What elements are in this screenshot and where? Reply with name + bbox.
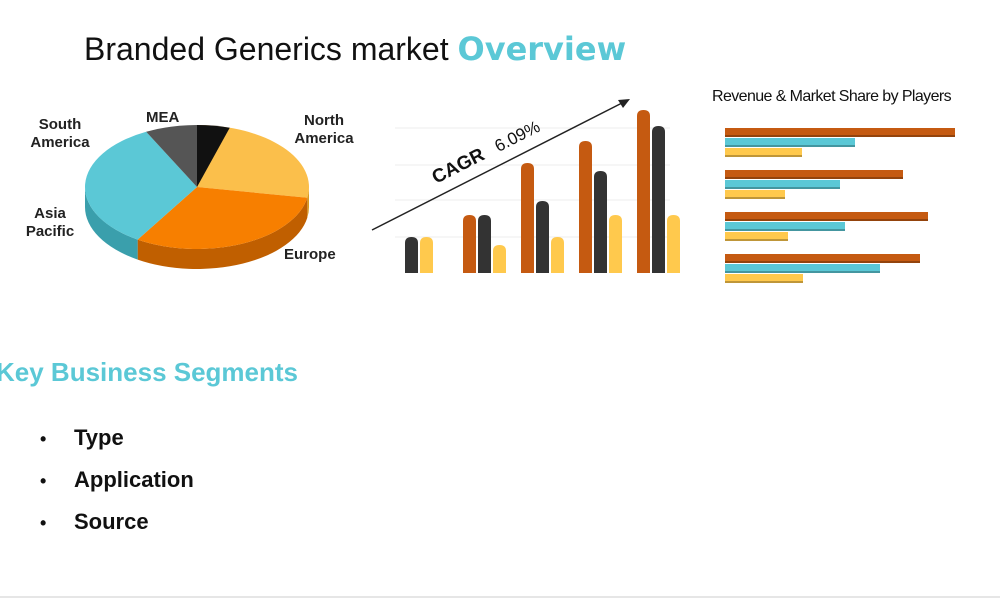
pie-side (307, 187, 309, 218)
bar (521, 163, 534, 273)
hbar-shade (725, 229, 845, 231)
pie-label: Europe (284, 246, 336, 263)
hbar (725, 222, 845, 231)
pie-slice (197, 125, 309, 198)
arrow-head (618, 99, 630, 108)
hbar-shade (725, 271, 880, 273)
pie-illustration (85, 125, 309, 269)
bar (551, 237, 564, 273)
pie-slice (146, 125, 197, 187)
segment-text: Type (74, 425, 124, 450)
hbar (725, 148, 802, 157)
arrow (371, 102, 623, 231)
bar (637, 110, 650, 273)
pie-slice (197, 125, 230, 187)
title-text: Branded Generics market (84, 31, 449, 67)
pie-side (137, 197, 308, 269)
hbar-shade (725, 261, 920, 263)
cagr-label: CAGR (429, 144, 489, 188)
bar (536, 201, 549, 273)
hbar (725, 232, 788, 241)
segment-text: Application (74, 467, 194, 492)
pie-label: North America (294, 112, 354, 147)
hbar-shade (725, 145, 855, 147)
hbar-shade (725, 155, 802, 157)
pie-slice (85, 131, 197, 240)
hbar-shade (725, 219, 928, 221)
hbar (725, 180, 840, 189)
players-title: Revenue & Market Share by Players (712, 88, 952, 105)
title: Branded Generics market Overview (84, 30, 626, 68)
hbar (725, 170, 903, 179)
hbar-shade (725, 239, 788, 241)
bar (594, 171, 607, 273)
title-highlight: Overview (457, 30, 627, 68)
segment-text: Source (74, 509, 149, 534)
hbar-shade (725, 187, 840, 189)
bar (609, 215, 622, 273)
hbar (725, 254, 920, 263)
cagr-value: 6.09% (492, 117, 544, 156)
hbar-shade (725, 197, 785, 199)
bar-group (405, 110, 680, 273)
bar (579, 141, 592, 273)
hbar-shade (725, 135, 955, 137)
pie-label: Asia Pacific (25, 205, 75, 240)
bar (420, 237, 433, 273)
hbar-illustration (725, 128, 955, 283)
bar (463, 215, 476, 273)
hbar (725, 274, 803, 283)
segment-item: • Type (40, 425, 124, 450)
bar (478, 215, 491, 273)
hbar (725, 264, 880, 273)
segment-item: • Application (40, 467, 194, 492)
hbar-shade (725, 177, 903, 179)
segment-item: • Source (40, 509, 149, 534)
hbar (725, 212, 928, 221)
hbar (725, 138, 855, 147)
hbar (725, 190, 785, 199)
pie-label: South America (30, 116, 90, 151)
bar (405, 237, 418, 273)
pie-side (85, 187, 138, 260)
pie-slice (137, 187, 308, 250)
bar (667, 215, 680, 273)
pie-label: MEA (146, 109, 180, 126)
bar (652, 126, 665, 273)
hbar-shade (725, 281, 803, 283)
segments-title: Key Business Segments (0, 357, 299, 387)
bar (493, 245, 506, 273)
hbar (725, 128, 955, 137)
